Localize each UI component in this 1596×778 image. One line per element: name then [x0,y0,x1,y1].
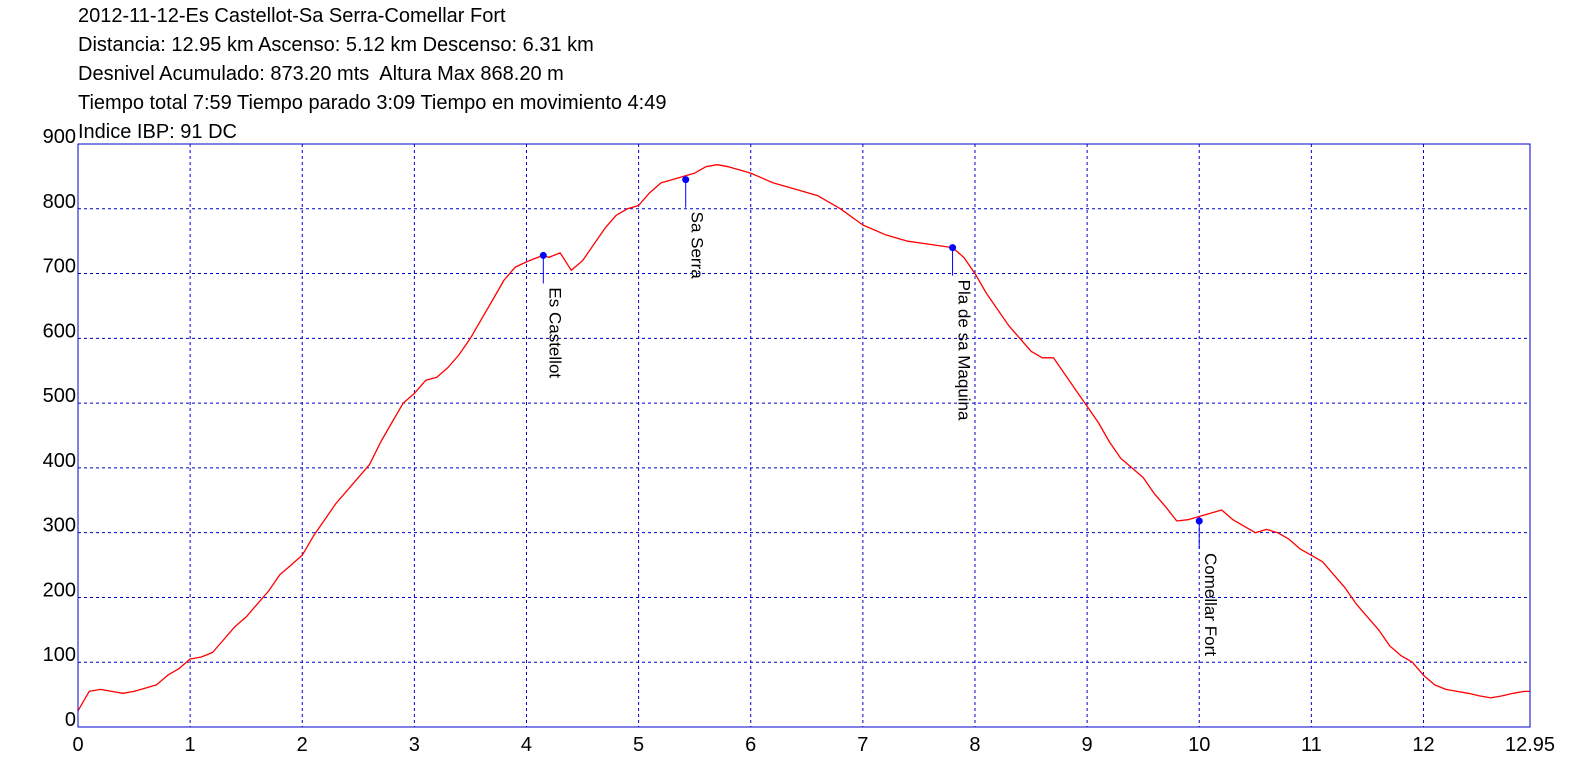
y-tick-label: 0 [65,709,76,731]
waypoint-label: Sa Serra [688,212,707,280]
y-tick-label: 300 [43,515,76,537]
y-tick-label: 600 [43,320,76,342]
time-stats: Tiempo total 7:59 Tiempo parado 3:09 Tie… [78,92,667,114]
waypoint-label: Comellar Fort [1201,553,1220,656]
x-tick-label: 8 [969,734,980,756]
x-tick-label: 2 [297,734,308,756]
elevation-stats: Desnivel Acumulado: 873.20 mts Altura Ma… [78,63,564,85]
plot-frame [77,143,1531,728]
x-tick-label: 12 [1412,734,1434,756]
x-tick-label: 4 [521,734,532,756]
series [77,164,1530,712]
y-tick-label: 800 [43,191,76,213]
x-tick-label: 6 [745,734,756,756]
waypoint-marker [682,176,690,184]
x-tick-label: 7 [857,734,868,756]
chart-title: 2012-11-12-Es Castellot-Sa Serra-Comella… [78,5,506,27]
ibp-index: Indice IBP: 91 DC [78,121,237,143]
x-tick-label: 5 [633,734,644,756]
y-tick-label: 400 [43,450,76,472]
y-tick-label: 700 [43,256,76,278]
elevation-profile-line [77,164,1530,712]
x-tick-label: 12.95 [1505,734,1555,756]
x-tick-label: 1 [185,734,196,756]
grid [78,144,1530,727]
y-tick-label: 900 [43,126,76,148]
x-tick-label: 11 [1301,734,1322,756]
x-tick-label: 10 [1188,734,1210,756]
waypoint-marker [1195,517,1203,525]
y-tick-label: 100 [43,644,76,666]
x-tick-label: 9 [1082,734,1093,756]
waypoint-marker [949,244,957,252]
y-tick-label: 200 [43,579,76,601]
chart-header: 2012-11-12-Es Castellot-Sa Serra-Comella… [78,2,1278,147]
x-tick-label: 0 [72,734,83,756]
distance-stats: Distancia: 12.95 km Ascenso: 5.12 km Des… [78,34,594,56]
axis-labels: 0 1 2 3 4 5 6 7 8 9 10 11 12 12.950100200300400500600… [43,126,1555,756]
waypoint-label: Pla de sa Maquina [955,280,974,421]
waypoint-marker [539,251,547,259]
waypoints: Es Castellot Sa Serra Pla de sa Maquina Com… [539,176,1220,656]
y-tick-label: 500 [43,385,76,407]
x-tick-label: 3 [409,734,420,756]
waypoint-label: Es Castellot [545,287,564,378]
